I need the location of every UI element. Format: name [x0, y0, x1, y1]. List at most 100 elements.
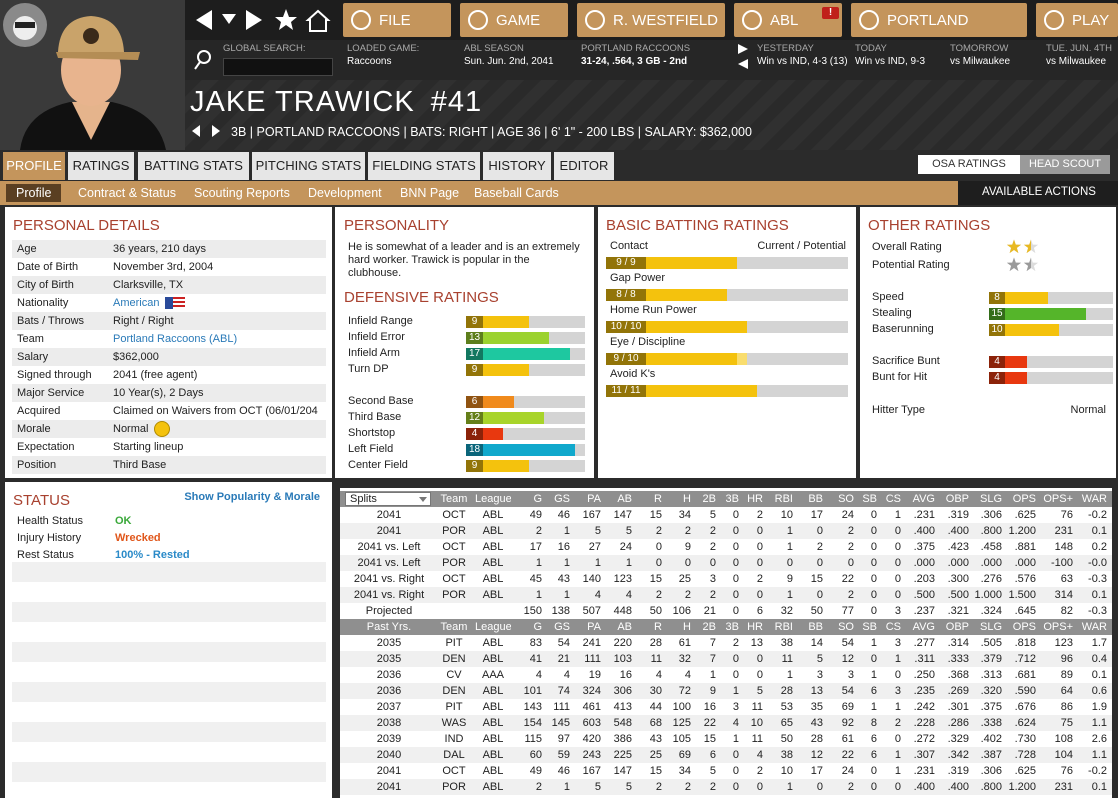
- detail-value: American: [113, 297, 186, 309]
- text-cell: League: [475, 621, 511, 633]
- stat-cell: 2: [847, 589, 854, 601]
- detail-label: Major Service: [17, 387, 85, 399]
- text-cell: ABL: [482, 685, 504, 697]
- stat-cell: .314: [947, 637, 969, 649]
- subtab[interactable]: Scouting Reports: [194, 186, 290, 200]
- stat-cell: SB: [862, 621, 877, 633]
- stat-cell: 0: [756, 557, 763, 569]
- nav-button[interactable]: R. WESTFIELD: [577, 3, 725, 37]
- stat-cell: .400: [913, 525, 935, 537]
- panel: PERSONALITY He is somewhat of a leader an…: [335, 207, 594, 478]
- game-arrows[interactable]: [736, 42, 750, 72]
- stat-cell: 603: [582, 717, 601, 729]
- status-label: Injury History: [17, 532, 82, 544]
- nav-button[interactable]: FILE: [343, 3, 451, 37]
- stat-cell: 0.6: [1091, 685, 1107, 697]
- stat-cell: 54: [841, 685, 854, 697]
- rating-value: 8 / 8: [606, 289, 646, 301]
- stat-cell: 106: [672, 605, 691, 617]
- tab[interactable]: PITCHING STATS: [252, 152, 365, 180]
- text-cell: Team: [440, 621, 468, 633]
- stat-cell: G: [533, 621, 542, 633]
- search-box[interactable]: [223, 58, 333, 76]
- stat-cell: 0: [894, 557, 901, 569]
- stat-cell: 386: [613, 733, 632, 745]
- stat-cell: .203: [913, 573, 935, 585]
- stat-cell: 143: [523, 701, 542, 713]
- stat-cell: 86: [1060, 701, 1073, 713]
- table-row: 2037 PIT ABL 143 111 461 413 44 100 16 3 11 53 35 69 1 1…: [340, 699, 1112, 715]
- table-row: 2036 DEN ABL 101 74 324 306 30 72 9 1 5 28 13 54 6 3 .235…: [340, 683, 1112, 699]
- stat-cell: 50: [780, 733, 793, 745]
- stat-cell: H: [683, 621, 691, 633]
- tab[interactable]: RATINGS: [68, 152, 134, 180]
- tab[interactable]: BATTING STATS: [138, 152, 249, 180]
- stat-cell: 69: [678, 749, 691, 761]
- stat-cell: 0: [732, 781, 739, 793]
- nav-label: ABL: [770, 12, 799, 29]
- detail-value: 10 Year(s), 2 Days: [113, 387, 204, 399]
- stat-cell: .800: [980, 781, 1002, 793]
- stat-cell: .624: [1014, 717, 1036, 729]
- text-cell: ABL: [482, 541, 504, 553]
- text-cell: ABL: [482, 637, 504, 649]
- stat-cell: 0: [756, 653, 763, 665]
- personality-text: He is somewhat of a leader and is an ext…: [348, 241, 580, 279]
- nav-button[interactable]: PORTLAND: [851, 3, 1027, 37]
- subtab[interactable]: Baseball Cards: [474, 186, 559, 200]
- stat-cell: 2: [847, 525, 854, 537]
- stat-cell: 1: [786, 525, 793, 537]
- stat-cell: .000: [947, 557, 969, 569]
- stat-cell: .505: [980, 637, 1002, 649]
- subtab[interactable]: Development: [308, 186, 382, 200]
- stat-cell: 0: [894, 781, 901, 793]
- scout-toggle[interactable]: HEAD SCOUT: [1020, 155, 1110, 174]
- stat-cell: 2: [709, 781, 716, 793]
- detail-row: Team Portland Raccoons (ABL): [12, 330, 326, 348]
- detail-row: Salary $362,000: [12, 348, 326, 366]
- text-cell: 2041 vs. Right: [353, 573, 425, 585]
- stat-cell: 2: [894, 717, 901, 729]
- rating-label: Infield Range: [348, 315, 413, 327]
- stat-cell: 41: [529, 653, 542, 665]
- stat-cell: 43: [649, 733, 662, 745]
- subtab[interactable]: BNN Page: [400, 186, 460, 200]
- rating-value: 15: [989, 308, 1005, 320]
- nav-icon: [859, 10, 879, 30]
- stat-cell: 2: [756, 509, 763, 521]
- stat-cell: 0: [732, 765, 739, 777]
- splits-dropdown[interactable]: Splits: [345, 492, 431, 506]
- actions-area[interactable]: [958, 181, 1118, 205]
- stat-cell: .306: [980, 509, 1002, 521]
- rating-value: 9: [466, 316, 483, 328]
- stat-cell: -0.3: [1088, 605, 1107, 617]
- nav-icons[interactable]: [190, 6, 340, 34]
- empty-row: [12, 662, 326, 682]
- tab[interactable]: FIELDING STATS: [368, 152, 480, 180]
- stat-cell: 76: [1060, 765, 1073, 777]
- actions-label[interactable]: AVAILABLE ACTIONS: [982, 186, 1096, 198]
- stat-cell: 4: [535, 669, 542, 681]
- player-arrows[interactable]: [190, 124, 226, 138]
- stat-cell: 0: [756, 541, 763, 553]
- stat-cell: .681: [1014, 669, 1036, 681]
- stat-cell: 24: [619, 541, 632, 553]
- tab[interactable]: EDITOR: [554, 152, 614, 180]
- stat-cell: 0: [870, 541, 877, 553]
- tab[interactable]: PROFILE: [3, 152, 65, 180]
- scout-toggle[interactable]: OSA RATINGS: [918, 155, 1020, 174]
- search-icon[interactable]: [194, 48, 216, 72]
- subtab[interactable]: Profile: [6, 184, 62, 202]
- nav-button[interactable]: PLAY: [1036, 3, 1118, 37]
- panel-title: PERSONAL DETAILS: [13, 217, 160, 234]
- tab[interactable]: HISTORY: [483, 152, 551, 180]
- stat-cell: .500: [947, 589, 969, 601]
- subtab[interactable]: Contract & Status: [78, 186, 176, 200]
- rating-label: Center Field: [348, 459, 408, 471]
- nav-button[interactable]: GAME: [460, 3, 568, 37]
- stat-cell: .500: [913, 589, 935, 601]
- status-link[interactable]: Show Popularity & Morale: [184, 491, 320, 503]
- table-row: 2041 vs. Right OCT ABL 45 43 140 123 15 25 3 0 2 9 15…: [340, 571, 1112, 587]
- stat-cell: .590: [1014, 685, 1036, 697]
- info-label: YESTERDAY: [757, 43, 814, 54]
